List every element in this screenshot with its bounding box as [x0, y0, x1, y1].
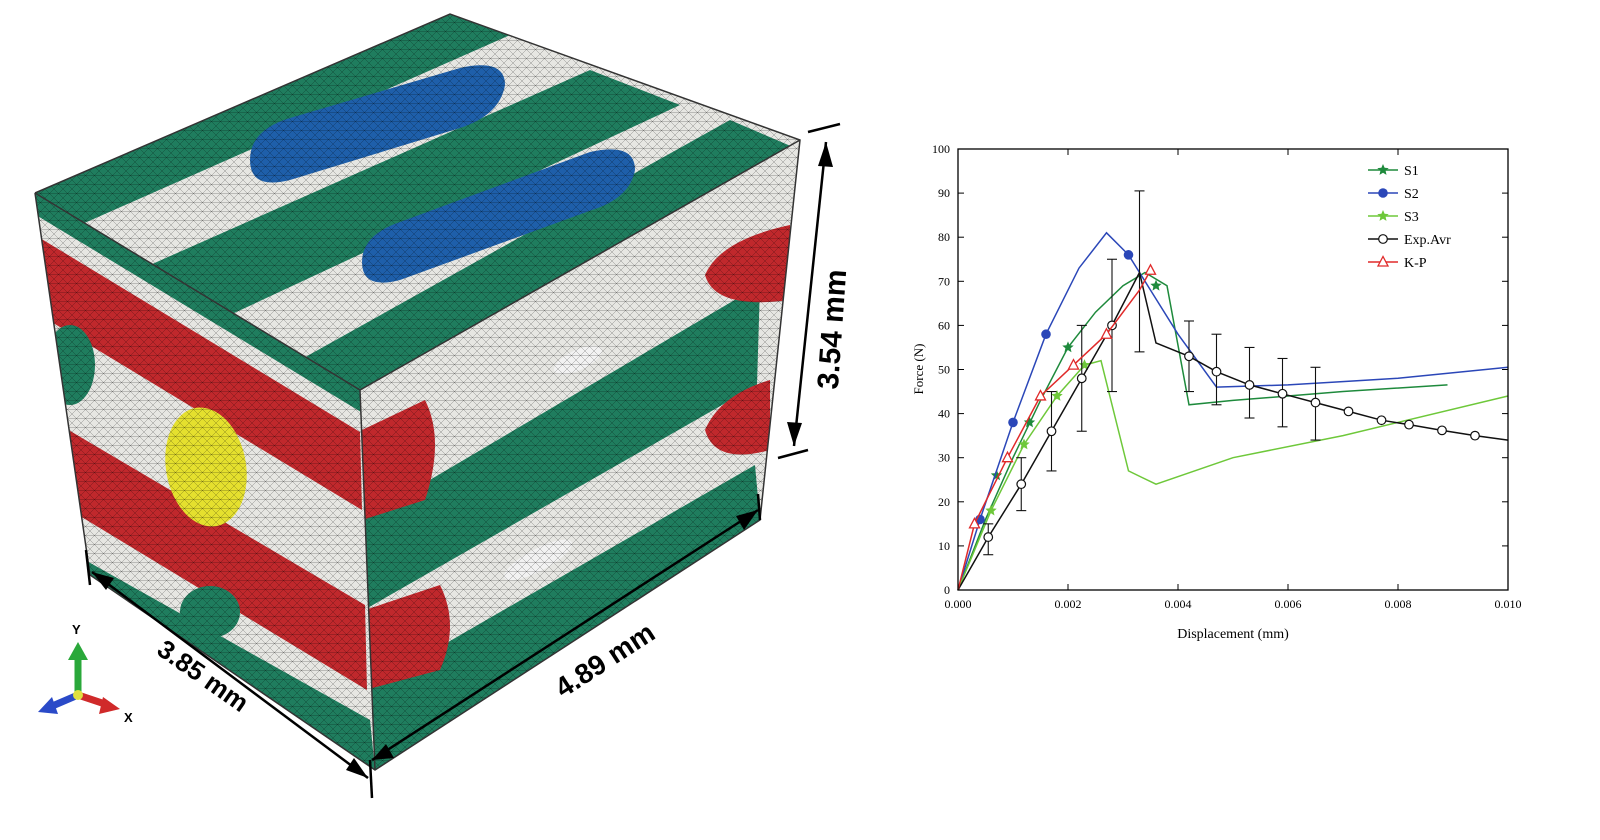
- legend-marker: [1376, 255, 1390, 267]
- data-point-k-p: [1034, 389, 1047, 401]
- data-point-exp-avr: [1211, 366, 1222, 377]
- data-point-exp-avr: [1076, 373, 1087, 384]
- data-point-exp-avr: [1376, 415, 1387, 426]
- data-point-exp-avr: [1437, 425, 1447, 436]
- y-tick-label: 80: [938, 230, 950, 244]
- data-point-exp-avr: [1277, 388, 1288, 399]
- dimension-height-label: 3.54 mm: [812, 268, 853, 390]
- data-point-exp-avr: [1184, 351, 1194, 362]
- y-tick-label: 60: [938, 318, 950, 332]
- legend-marker: [1377, 164, 1389, 175]
- legend-item-s3: S3: [1368, 210, 1419, 225]
- data-point-s2: [1123, 250, 1134, 260]
- legend-label: S3: [1404, 210, 1419, 225]
- data-point-s2: [1041, 329, 1051, 340]
- model-top-face: [35, 14, 800, 390]
- series-s3: [957, 359, 1509, 591]
- legend-label: Exp.Avr: [1404, 233, 1451, 248]
- series-line-exp-avr: [957, 270, 1509, 591]
- legend-label: K-P: [1404, 256, 1427, 271]
- data-point-k-p: [1001, 450, 1014, 463]
- chart-legend: S1 S2 S3 Exp.Avr K-P: [1368, 164, 1451, 271]
- x-tick-label: 0.008: [1385, 597, 1412, 611]
- legend-marker: [1378, 234, 1388, 244]
- data-point-s1: [1150, 279, 1162, 291]
- series-s1: [957, 271, 1448, 591]
- x-tick-label: 0.006: [1275, 597, 1302, 611]
- legend-item-s2: S2: [1368, 187, 1419, 202]
- series-line-k-p: [957, 269, 1152, 591]
- data-point-k-p: [1144, 263, 1157, 275]
- data-point-k-p: [1067, 358, 1080, 370]
- y-tick-label: 40: [938, 407, 950, 421]
- x-tick-label: 0.002: [1055, 597, 1082, 611]
- data-point-exp-avr: [1016, 479, 1027, 490]
- composite-mesh-model: 3.54 mm 4.89 mm 3.85 mm Y X: [34, 13, 853, 799]
- legend-item-exp-avr: Exp.Avr: [1368, 233, 1451, 248]
- model-side-face: [360, 140, 800, 770]
- legend-item-k-p: K-P: [1368, 255, 1427, 271]
- data-point-s1: [1062, 341, 1074, 353]
- y-tick-label: 70: [938, 274, 950, 288]
- triad-y-label: Y: [72, 622, 81, 637]
- data-point-exp-avr: [983, 532, 994, 542]
- legend-marker: [1377, 210, 1389, 221]
- y-tick-label: 50: [938, 363, 950, 377]
- x-axis-label: Displacement (mm): [1177, 627, 1289, 642]
- force-displacement-chart: 0 10 20 30 40 50 60 70 80 90 100 0.000 0.002 0.004 0.0…: [911, 142, 1522, 642]
- data-point-exp-avr: [1404, 419, 1414, 430]
- legend-label: S2: [1404, 187, 1419, 202]
- model-front-face: [35, 193, 375, 770]
- data-point-s3: [985, 504, 997, 516]
- triad-x-label: X: [124, 710, 133, 725]
- data-point-s1: [1023, 416, 1036, 428]
- x-tick-label: 0.010: [1495, 597, 1522, 611]
- series-line-s1: [957, 271, 1448, 591]
- x-tick-label: 0.000: [945, 597, 972, 611]
- y-tick-label: 100: [932, 142, 950, 156]
- data-point-s3: [1051, 390, 1063, 401]
- data-point-exp-avr: [1046, 426, 1057, 437]
- plot-ticks: 0 10 20 30 40 50 60 70 80 90 100 0.000 0.002 0.004 0.0…: [932, 142, 1522, 611]
- data-point-s3: [1018, 438, 1030, 450]
- data-point-exp-avr: [1470, 430, 1480, 441]
- data-point-s2: [1008, 417, 1018, 428]
- data-point-s3: [1078, 359, 1091, 370]
- data-point-exp-avr: [1343, 406, 1354, 417]
- data-point-k-p: [968, 516, 981, 529]
- legend-item-s1: S1: [1368, 164, 1419, 179]
- data-point-exp-avr: [1244, 380, 1255, 390]
- y-tick-label: 0: [944, 583, 950, 597]
- y-tick-label: 30: [938, 451, 950, 465]
- plot-series: [957, 190, 1509, 591]
- data-point-k-p: [1100, 327, 1113, 339]
- series-line-s3: [957, 359, 1509, 591]
- data-point-exp-avr: [1310, 397, 1321, 408]
- y-tick-label: 10: [938, 539, 950, 553]
- coordinate-triad: Y X: [38, 622, 133, 725]
- y-tick-label: 90: [938, 186, 950, 200]
- series-s2: [957, 231, 1509, 591]
- plot-frame: [957, 148, 1509, 591]
- series-k-p: [957, 263, 1157, 591]
- y-tick-label: 20: [938, 495, 950, 509]
- series-line-s2: [957, 231, 1509, 591]
- y-axis-label: Force (N): [911, 344, 926, 395]
- legend-marker: [1378, 188, 1388, 198]
- legend-label: S1: [1404, 164, 1419, 179]
- x-tick-label: 0.004: [1165, 597, 1192, 611]
